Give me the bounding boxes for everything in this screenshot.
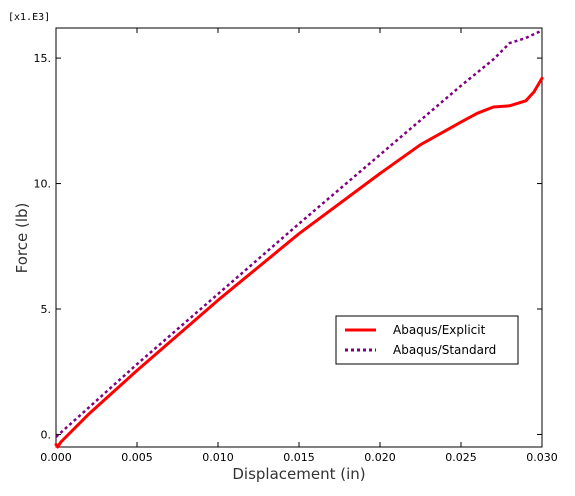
x-axis-ticks: 0.000 0.005 0.010 0.015 0.020 0.025 0.030 [40,28,558,464]
x-tick-label: 0.010 [202,451,234,464]
series-layer [54,29,544,449]
x-tick-label: 0.000 [40,451,72,464]
x-tick-label: 0.005 [121,451,153,464]
legend-box [335,315,519,365]
series-line-abaqus-explicit [54,76,544,449]
x-tick-label: 0.020 [364,451,396,464]
legend-label-standard: Abaqus/Standard [393,343,496,357]
legend-label-explicit: Abaqus/Explicit [393,323,486,337]
legend: Abaqus/Explicit Abaqus/Standard [335,315,519,365]
y-tick-label: 10. [34,178,52,191]
y-tick-label: 15. [34,52,52,65]
y-axis-title: Force (lb) [13,203,31,274]
plot-frame [55,27,543,448]
y-tick-label: 5. [41,303,52,316]
x-tick-label: 0.030 [526,451,558,464]
x-axis-title: Displacement (in) [232,465,365,483]
x-tick-label: 0.025 [445,451,477,464]
y-tick-label: 0. [41,428,52,441]
x-tick-label: 0.015 [283,451,315,464]
series-line-abaqus-standard [55,29,543,438]
y-axis-ticks: 0. 5. 10. 15. [34,52,542,441]
y-multiplier-label: [x1.E3] [8,12,50,23]
